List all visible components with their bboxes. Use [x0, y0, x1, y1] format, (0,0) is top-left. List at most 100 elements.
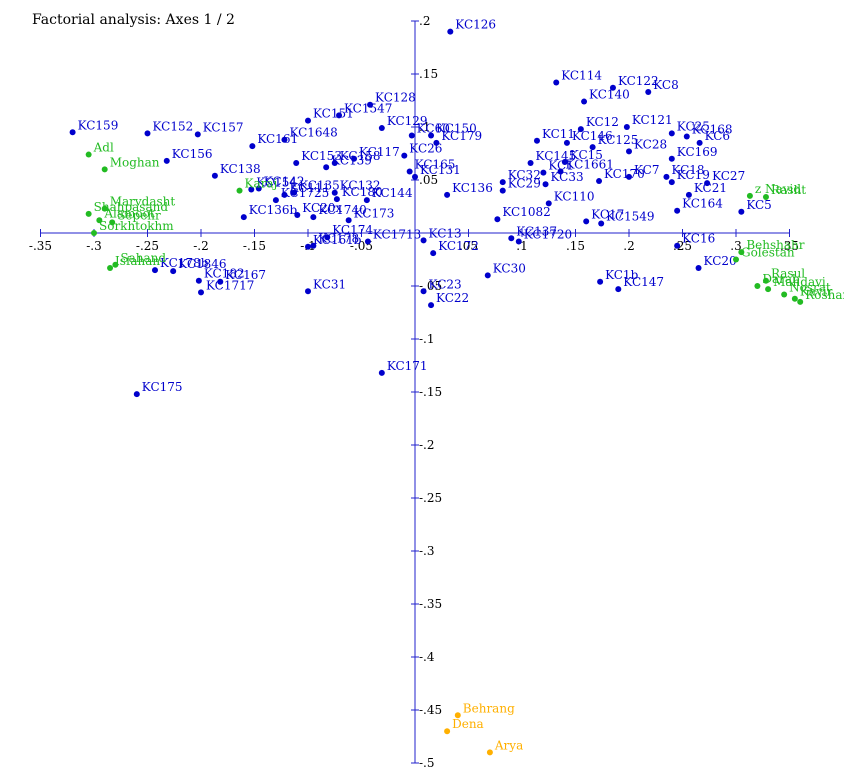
point-label: Dena: [452, 717, 484, 731]
point-label: KC154: [256, 176, 297, 190]
data-point: [561, 158, 568, 165]
data-point: [515, 238, 522, 245]
data-point: [527, 160, 534, 167]
point-label: KC144: [372, 186, 413, 200]
point-label: KC161b: [313, 233, 362, 247]
data-point: [494, 216, 501, 223]
x-tick-label: .1: [516, 239, 527, 253]
data-point: [738, 249, 745, 256]
point-label: Behshahr: [746, 238, 804, 252]
x-tick-label: .35: [780, 239, 799, 253]
data-point: [499, 187, 506, 194]
y-tick-label: -.15: [419, 385, 442, 399]
point-label: KC1: [548, 159, 573, 173]
data-point: [401, 152, 408, 159]
x-tick-label: -.2: [193, 239, 209, 253]
point-label: KC159: [78, 118, 119, 132]
point-label: KC169: [677, 145, 718, 159]
point-label: Mahdavi: [773, 275, 826, 289]
data-point: [444, 728, 451, 735]
data-point: [163, 157, 170, 164]
data-point: [255, 185, 262, 192]
point-label: KC31: [313, 277, 346, 291]
point-label: KC1846: [178, 257, 226, 271]
point-label: KC1717: [206, 278, 254, 292]
data-point: [294, 211, 301, 218]
data-point: [704, 180, 711, 187]
point-label: KC1720: [524, 227, 572, 241]
data-point: [695, 264, 702, 271]
point-label: KC142: [264, 174, 305, 188]
point-label: KC179: [441, 129, 482, 143]
y-tick-label: -.4: [419, 650, 435, 664]
data-point: [581, 98, 588, 105]
data-point: [696, 139, 703, 146]
point-label: KC182: [204, 267, 245, 281]
data-point: [428, 132, 435, 139]
point-label: KC173: [354, 206, 395, 220]
chart-title: Factorial analysis: Axes 1 / 2: [32, 12, 235, 28]
data-point: [367, 101, 374, 108]
data-point: [674, 242, 681, 249]
data-point: [107, 264, 114, 271]
y-tick-label: -.35: [419, 597, 442, 611]
point-label: KC138: [220, 162, 261, 176]
point-label: KC156: [172, 147, 213, 161]
point-label: KC175: [142, 380, 183, 394]
point-label: Sahand: [120, 251, 166, 265]
point-label: KC139: [331, 153, 372, 167]
point-label: KC168: [692, 123, 733, 137]
x-tick-label: .05: [459, 239, 478, 253]
data-point: [781, 291, 788, 298]
point-label: KC11: [542, 127, 575, 141]
data-point: [589, 144, 596, 151]
data-point: [291, 189, 298, 196]
data-point: [85, 151, 92, 158]
data-point: [310, 214, 317, 221]
data-point: [281, 191, 288, 198]
point-series: Behrang Dena Arya: [444, 701, 523, 756]
x-tick-label: -.3: [86, 239, 102, 253]
point-label: Darab: [762, 272, 800, 286]
data-point: [378, 369, 385, 376]
data-point: [685, 191, 692, 198]
point-label: KC151: [313, 107, 354, 121]
data-point: [428, 302, 435, 309]
data-point: [305, 288, 311, 295]
point-label: KC131: [420, 163, 461, 177]
data-point: [533, 137, 540, 144]
point-label: Shahpasand: [94, 200, 169, 214]
data-point: [351, 155, 358, 162]
point-label: KC110: [554, 189, 595, 203]
data-point: [508, 235, 515, 242]
data-point: [195, 277, 202, 284]
x-tick-label: -.25: [136, 239, 159, 253]
point-label: Arya: [494, 738, 523, 752]
data-point: [406, 168, 413, 175]
point-label: KC136: [452, 181, 493, 195]
point-label: KC121: [632, 113, 673, 127]
data-point: [331, 160, 338, 167]
data-point: [626, 148, 632, 155]
point-label: KC7: [634, 163, 659, 177]
data-point: [305, 243, 311, 250]
data-point: [293, 160, 300, 167]
data-point: [331, 189, 338, 196]
y-tick-label: -.1: [419, 332, 435, 346]
point-label: Karaj: [245, 177, 278, 191]
data-point: [609, 84, 616, 91]
point-label: KC25: [677, 119, 710, 133]
data-point: [363, 197, 370, 204]
data-point: [674, 207, 681, 214]
point-label: KC172: [438, 239, 479, 253]
point-label: KC5: [746, 198, 771, 212]
point-label: Kavir: [800, 285, 833, 299]
point-label: z Navid: [755, 182, 801, 196]
point-label: KC1082: [502, 205, 550, 219]
y-tick-label: -.5: [419, 756, 435, 770]
point-label: KC13: [429, 226, 462, 240]
